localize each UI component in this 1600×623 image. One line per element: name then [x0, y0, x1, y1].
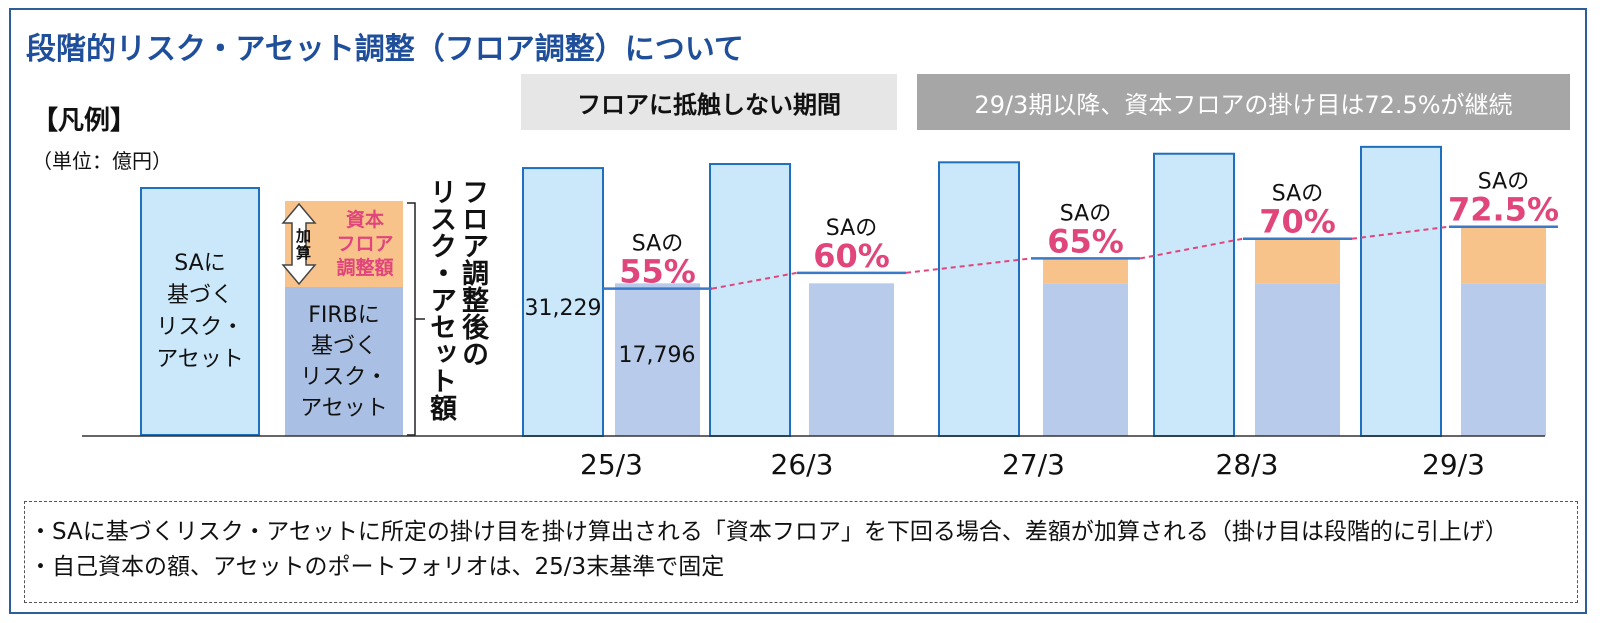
floor-prefix-label-25-3: SAの: [632, 232, 683, 257]
firb-bar-26-3: [809, 283, 894, 436]
floor-continuation-banner: 29/3期以降、資本フロアの掛け目は72.5%が継続: [917, 74, 1570, 130]
note-2: ・自己資本の額、アセットのポートフォリオは、25/3末基準で固定: [29, 554, 725, 580]
legend-firb-text-2: 基づく: [310, 333, 377, 359]
legend-adjust-text: 資本 フロア 調整額: [336, 209, 394, 279]
adjust-bar-28-3: [1255, 238, 1340, 284]
x-tick-label-29-3: 29/3: [1422, 448, 1485, 481]
firb-bar-29-3: [1461, 283, 1546, 436]
sa-bar-28-3: [1153, 152, 1235, 437]
adjust-bar-29-3: [1461, 226, 1546, 284]
data-label-firb-25-3: 17,796: [619, 343, 696, 368]
firb-bar-25-3: [615, 283, 700, 436]
legend-sa-text-3: リスク・: [156, 314, 244, 340]
floor-prefix-label-29-3: SAの: [1478, 170, 1529, 195]
double-arrow-icon: [281, 202, 317, 286]
chart: 25/3 26/3 27/3 28/3 29/3SAの55%SAの60%SAの65%SA…: [82, 145, 1559, 481]
adjust-bar-27-3: [1043, 258, 1128, 284]
legend-firb-text-1: FIRBに: [308, 302, 380, 328]
floor-prefix-label-28-3: SAの: [1272, 182, 1323, 207]
floor-pct-label-27-3: 65%: [1047, 222, 1124, 260]
x-tick-label-27-3: 27/3: [1002, 448, 1065, 481]
legend-sa-box: SAに 基づく リスク・ アセット: [140, 187, 260, 436]
floor-pct-label-28-3: 70%: [1259, 203, 1336, 241]
notes-box: ・SAに基づくリスク・アセットに所定の掛け目を掛け算出される「資本フロア」を下回…: [24, 501, 1578, 603]
no-floor-period-banner: フロアに抵触しない期間: [521, 74, 897, 130]
legend-vertical-text-1: フロア調整後の: [457, 178, 488, 367]
floor-trend-line-3: [1351, 225, 1450, 240]
x-tick-label-28-3: 28/3: [1216, 448, 1279, 481]
legend-sa-text-1: SAに: [174, 250, 226, 276]
page-title: 段階的リスク・アセット調整（フロア調整）について: [26, 32, 744, 67]
data-label-sa-25-3: 31,229: [525, 296, 602, 321]
legend-firb-text-3: リスク・: [300, 364, 388, 390]
sa-bar-25-3: [522, 167, 604, 437]
legend-brace: [407, 202, 425, 436]
legend-sa-text-4: アセット: [156, 346, 244, 372]
firb-bar-28-3: [1255, 283, 1340, 436]
floor-trend-line-1: [905, 257, 1032, 274]
legend-firb-text-4: アセット: [300, 395, 388, 421]
floor-pct-label-26-3: 60%: [813, 237, 890, 275]
legend-kasan-text: 加 算: [296, 227, 312, 262]
sa-bar-27-3: [938, 161, 1020, 437]
floor-prefix-label-27-3: SAの: [1060, 201, 1111, 226]
floor-trend-line-0: [711, 271, 798, 290]
floor-prefix-label-26-3: SAの: [826, 216, 877, 241]
legend-sa-text-2: 基づく: [166, 282, 233, 308]
x-tick-label-26-3: 26/3: [771, 448, 834, 481]
floor-pct-label-29-3: 72.5%: [1448, 191, 1559, 229]
legend-title: 【凡例】: [32, 106, 137, 136]
firb-bar-27-3: [1043, 283, 1128, 436]
sa-bar-26-3: [709, 163, 791, 437]
x-tick-label-25-3: 25/3: [580, 448, 643, 481]
sa-bar-29-3: [1360, 145, 1442, 437]
legend-firb-box: FIRBに 基づく リスク・ アセット: [285, 287, 403, 436]
unit-label: （単位：億円）: [32, 149, 172, 173]
outer-frame: [9, 8, 1587, 614]
floor-pct-label-25-3: 55%: [619, 253, 696, 291]
note-1: ・SAに基づくリスク・アセットに所定の掛け目を掛け算出される「資本フロア」を下回…: [29, 519, 1508, 545]
legend-vertical-text-2: リスク・アセット額: [425, 178, 456, 421]
